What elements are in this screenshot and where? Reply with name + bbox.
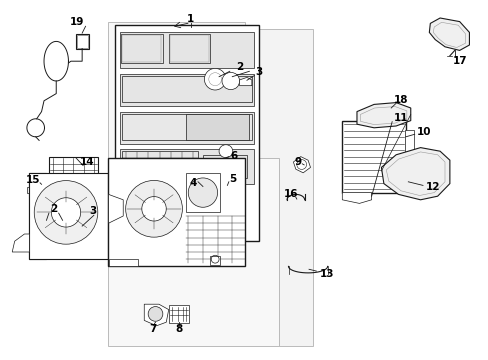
Bar <box>185 114 249 140</box>
Bar <box>27 187 32 193</box>
Polygon shape <box>342 193 371 203</box>
Circle shape <box>51 198 81 227</box>
Bar <box>222 158 230 163</box>
Bar <box>49 157 98 184</box>
Polygon shape <box>29 173 107 259</box>
Ellipse shape <box>219 145 232 158</box>
Polygon shape <box>244 29 312 346</box>
Bar <box>121 34 163 63</box>
Bar <box>210 256 220 265</box>
Polygon shape <box>144 304 168 326</box>
Text: 8: 8 <box>175 324 182 334</box>
Ellipse shape <box>33 215 55 235</box>
Bar <box>203 155 246 178</box>
Bar <box>122 114 251 140</box>
Text: 16: 16 <box>283 189 298 199</box>
Text: 2: 2 <box>50 204 57 214</box>
Polygon shape <box>12 234 29 252</box>
Bar <box>122 35 161 62</box>
Circle shape <box>34 181 98 244</box>
Text: 11: 11 <box>393 113 407 123</box>
Bar <box>120 74 254 106</box>
Text: 3: 3 <box>89 206 96 216</box>
Bar <box>122 151 198 181</box>
Polygon shape <box>29 173 46 259</box>
Text: 9: 9 <box>294 157 301 167</box>
Text: 19: 19 <box>70 17 84 27</box>
Text: 18: 18 <box>393 95 407 105</box>
Bar <box>169 35 208 62</box>
Circle shape <box>206 189 216 199</box>
Text: 10: 10 <box>416 127 431 138</box>
Bar <box>195 180 227 209</box>
Text: 3: 3 <box>255 67 262 77</box>
Ellipse shape <box>222 72 239 90</box>
Bar <box>404 130 413 169</box>
Circle shape <box>125 180 182 237</box>
Text: 15: 15 <box>26 175 41 185</box>
Bar <box>115 25 259 241</box>
Text: 13: 13 <box>319 269 333 279</box>
Ellipse shape <box>218 173 233 187</box>
Polygon shape <box>107 158 244 266</box>
Bar <box>120 32 254 68</box>
Text: 7: 7 <box>149 324 157 334</box>
Bar <box>76 34 89 49</box>
Text: 17: 17 <box>451 56 466 66</box>
Polygon shape <box>428 18 468 50</box>
Text: 2: 2 <box>236 62 243 72</box>
Circle shape <box>142 197 166 221</box>
Text: 5: 5 <box>229 174 236 184</box>
Polygon shape <box>76 224 88 232</box>
Polygon shape <box>108 194 123 223</box>
Circle shape <box>188 178 217 207</box>
Bar <box>342 121 405 193</box>
Bar <box>185 173 220 212</box>
Text: 1: 1 <box>187 14 194 24</box>
Circle shape <box>148 307 163 321</box>
Text: 14: 14 <box>80 157 94 167</box>
Bar <box>120 112 254 144</box>
Ellipse shape <box>53 218 72 236</box>
Ellipse shape <box>204 68 225 90</box>
Bar <box>168 34 210 63</box>
Text: 6: 6 <box>230 150 237 161</box>
Bar <box>108 259 138 266</box>
Bar <box>30 199 52 203</box>
Polygon shape <box>107 22 278 346</box>
Polygon shape <box>381 148 449 200</box>
Bar <box>30 184 52 198</box>
Text: 12: 12 <box>425 182 439 192</box>
Bar <box>77 35 88 48</box>
Bar <box>120 149 254 184</box>
Bar <box>122 76 251 102</box>
Polygon shape <box>356 103 410 128</box>
Polygon shape <box>239 77 251 86</box>
Circle shape <box>200 184 222 205</box>
Text: 4: 4 <box>189 178 197 188</box>
Polygon shape <box>293 157 310 173</box>
Bar <box>168 305 189 323</box>
